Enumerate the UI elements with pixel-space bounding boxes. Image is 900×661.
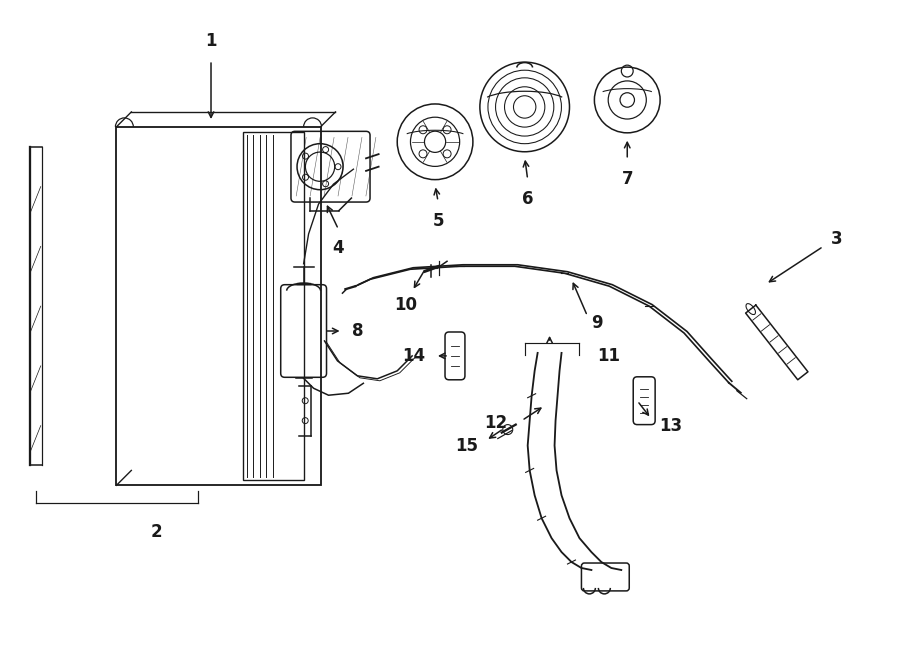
Text: 1: 1 bbox=[205, 32, 217, 50]
Text: 13: 13 bbox=[659, 416, 682, 434]
Text: 2: 2 bbox=[150, 524, 162, 541]
Text: 11: 11 bbox=[598, 347, 620, 365]
Bar bbox=[243, 132, 304, 481]
Text: 9: 9 bbox=[591, 314, 603, 332]
Text: 3: 3 bbox=[831, 231, 842, 249]
Bar bbox=[116, 127, 320, 485]
Text: 7: 7 bbox=[621, 170, 633, 188]
Text: 4: 4 bbox=[333, 239, 345, 257]
Text: 5: 5 bbox=[432, 212, 444, 229]
Text: 6: 6 bbox=[522, 190, 534, 208]
Text: 12: 12 bbox=[484, 414, 508, 432]
Text: 14: 14 bbox=[402, 347, 425, 365]
Text: 10: 10 bbox=[395, 296, 418, 314]
Text: 15: 15 bbox=[454, 436, 478, 455]
Text: 8: 8 bbox=[353, 322, 364, 340]
